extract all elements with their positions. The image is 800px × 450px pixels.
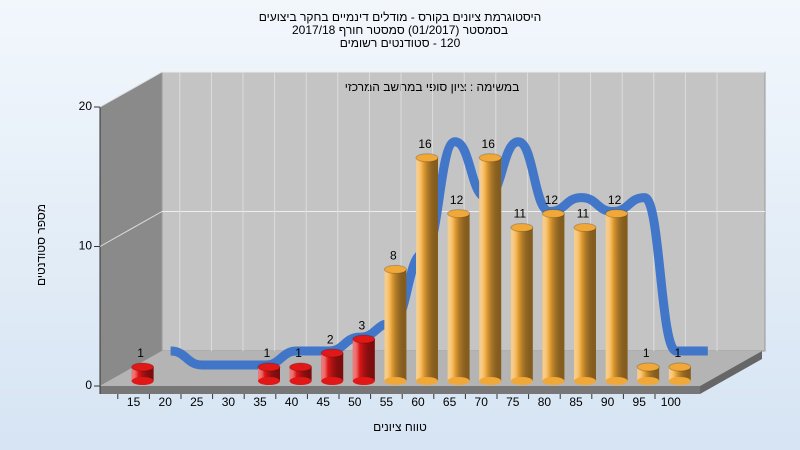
x-tick-label: 55 (380, 395, 394, 409)
bar (574, 227, 596, 381)
data-label: 1 (643, 346, 650, 360)
bar-bottom (416, 377, 438, 385)
bar-bottom (447, 377, 470, 385)
bar-top (415, 153, 439, 163)
bar-top (636, 362, 660, 372)
x-tick-label: 35 (253, 395, 267, 409)
bar-bottom (479, 377, 502, 385)
y-tick-label: 10 (79, 239, 93, 253)
bar-bottom (258, 377, 280, 385)
x-tick-label: 60 (411, 395, 425, 409)
bar (131, 367, 154, 381)
bar-bottom (668, 377, 691, 385)
data-label: 3 (358, 318, 365, 332)
bar (510, 227, 533, 381)
x-tick-label: 45 (317, 395, 331, 409)
bar-bottom (321, 377, 344, 385)
subtitle: במשימה : ציון סופי במחשב המרכזי (345, 80, 520, 94)
bar-bottom (384, 377, 407, 385)
grid-line (99, 71, 163, 108)
grid-line (99, 211, 163, 247)
bar-top (510, 223, 534, 233)
bar-top (289, 362, 313, 372)
data-label: 12 (608, 193, 622, 207)
data-label: 8 (390, 249, 397, 263)
data-label: 12 (450, 193, 464, 207)
x-tick-label: 70 (475, 395, 489, 409)
bar-top (478, 153, 502, 163)
data-label: 16 (482, 137, 496, 151)
bar (289, 367, 312, 381)
x-tick-label: 50 (348, 395, 362, 409)
x-tick-label: 95 (633, 395, 647, 409)
x-tick-label: 80 (538, 395, 552, 409)
bar-bottom (574, 377, 596, 385)
bar-bottom (289, 377, 312, 385)
bar-top (541, 209, 565, 219)
bar-top (320, 348, 344, 358)
floor-edge (100, 386, 700, 394)
chart-title: 120 - סטודנטים רשומים (340, 36, 461, 50)
x-tick-label: 30 (222, 395, 236, 409)
bar-top (131, 362, 155, 372)
x-tick-label: 25 (190, 395, 204, 409)
x-axis-label: טווח ציונים (373, 420, 427, 434)
bar (605, 213, 628, 381)
floor-side (700, 351, 762, 394)
chart-title: היסטוגרמת ציונים בקורס - מודלים דינמיים … (259, 10, 542, 24)
data-label: 1 (137, 346, 144, 360)
bar (321, 353, 344, 381)
bar-top (352, 334, 376, 344)
x-tick-label: 65 (443, 395, 457, 409)
bar-top (257, 362, 281, 372)
data-label: 11 (514, 207, 527, 221)
bar (447, 213, 470, 381)
bar-top (573, 223, 597, 233)
data-label: 1 (674, 346, 681, 360)
bar-bottom (637, 377, 660, 385)
bar-top (668, 362, 692, 372)
x-tick-label: 40 (285, 395, 299, 409)
y-axis-label: מספר סטודנטים (34, 204, 48, 286)
bar (352, 339, 375, 381)
y-tick-label: 0 (85, 378, 92, 392)
bar-bottom (605, 377, 628, 385)
x-tick-label: 75 (506, 395, 520, 409)
x-tick-label: 20 (159, 395, 173, 409)
data-label: 1 (264, 346, 271, 360)
data-label: 1 (295, 346, 302, 360)
data-label: 16 (418, 137, 432, 151)
bar (668, 367, 691, 381)
bar (542, 213, 565, 381)
bar (384, 269, 407, 381)
bar (637, 367, 660, 381)
bar-bottom (131, 377, 154, 385)
bar-bottom (510, 377, 533, 385)
x-tick-label: 15 (127, 395, 141, 409)
bar-bottom (352, 377, 375, 385)
bar (258, 367, 280, 381)
bar-top (447, 209, 471, 219)
data-label: 12 (545, 193, 559, 207)
x-tick-label: 100 (661, 395, 681, 409)
x-tick-label: 85 (569, 395, 583, 409)
bar (479, 157, 502, 381)
bar-bottom (542, 377, 565, 385)
y-tick-label: 20 (79, 99, 93, 113)
x-tick-label: 90 (601, 395, 615, 409)
bar-top (605, 209, 629, 219)
bar (416, 157, 438, 381)
chart-title: בסמסטר (01/2017) סמסטר חורף 2017/18 (292, 23, 508, 37)
bar-top (383, 264, 407, 274)
data-label: 2 (327, 332, 334, 346)
data-label: 11 (577, 207, 590, 221)
